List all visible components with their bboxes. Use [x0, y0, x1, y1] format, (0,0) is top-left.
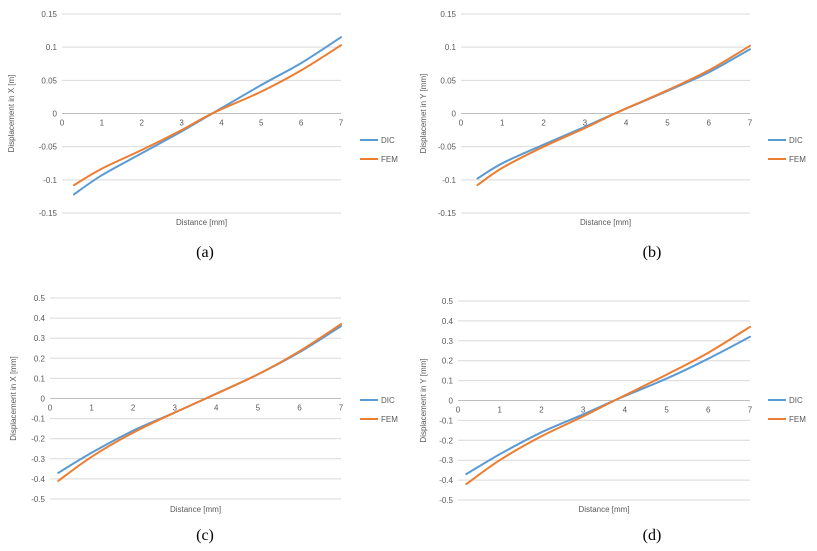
- chart-c-ytick-label: -0.2: [31, 435, 45, 444]
- chart-c-ytick-label: 0: [41, 395, 46, 404]
- chart-c-ytick-label: -0.1: [31, 415, 45, 424]
- chart-a-ytick-label: 0.1: [46, 43, 58, 52]
- chart-b-xtick-label: 1: [500, 119, 505, 128]
- chart-a-xtick-label: 2: [139, 119, 144, 128]
- chart-b-ytick-label: -0.15: [438, 209, 457, 218]
- chart-d-ytick-label: 0: [449, 397, 454, 406]
- chart-c-xtick-label: 3: [172, 404, 177, 413]
- chart-b-legend-label-dic: DIC: [789, 136, 803, 145]
- chart-a-y-axis-title: Displacement in X [m]: [7, 75, 16, 153]
- chart-b-xtick-label: 0: [459, 119, 464, 128]
- chart-a-ytick-label: 0.05: [41, 76, 57, 85]
- chart-b-ytick-label: -0.1: [442, 176, 456, 185]
- chart-c-series-fem-line: [57, 323, 342, 482]
- chart-b-series-fem-line: [476, 44, 751, 187]
- chart-d-x-axis-title: Distance [mm]: [578, 505, 629, 514]
- chart-d-ytick-label: -0.5: [439, 496, 453, 505]
- chart-b-ytick-label: 0.1: [445, 43, 457, 52]
- chart-d-ytick-label: 0.3: [442, 337, 454, 346]
- chart-c-legend-label-dic: DIC: [381, 396, 395, 405]
- chart-b-xtick-label: 3: [583, 119, 588, 128]
- chart-b-ytick-label: 0.15: [440, 10, 456, 19]
- chart-a: -0.15 -0.1 -0.05 0 0.05 0.1 0.15 0 1 2 3 4 5 6 7 DIC FEM…: [7, 10, 398, 261]
- chart-c-x-axis-title: Distance [mm]: [170, 505, 221, 514]
- chart-a-x-axis-title: Distance [mm]: [176, 218, 227, 227]
- chart-b-xtick-label: 7: [748, 119, 753, 128]
- chart-b-ytick-label: -0.05: [438, 143, 457, 152]
- chart-b-legend-label-fem: FEM: [789, 155, 806, 164]
- chart-a-series-fem-line: [73, 44, 342, 187]
- chart-c-ytick-label: -0.5: [31, 495, 45, 504]
- chart-c-ytick-label: 0.4: [34, 314, 46, 323]
- chart-c-xtick-label: 2: [131, 404, 136, 413]
- chart-d-ytick-label: 0.4: [442, 317, 454, 326]
- chart-d-xtick-label: 2: [539, 406, 544, 415]
- chart-b-y-axis-title: Displacemet in Y [mm]: [419, 74, 428, 154]
- chart-d-legend-label-dic: DIC: [789, 396, 803, 405]
- chart-c-xtick-label: 6: [297, 404, 302, 413]
- chart-c-ytick-label: 0.2: [34, 354, 46, 363]
- chart-c-xtick-label: 4: [214, 404, 219, 413]
- chart-a-legend-label-dic: DIC: [381, 136, 395, 145]
- chart-b-xtick-label: 5: [665, 119, 670, 128]
- chart-a-ytick-label: 0.15: [41, 10, 57, 19]
- chart-a-ytick-label: -0.05: [39, 143, 58, 152]
- chart-a-xtick-label: 1: [100, 119, 105, 128]
- chart-c-xtick-label: 0: [48, 404, 53, 413]
- chart-d-series-fem-line: [465, 325, 751, 486]
- chart-d-ytick-label: -0.3: [439, 456, 453, 465]
- chart-b-x-axis-title: Distance [mm]: [580, 218, 631, 227]
- chart-a-xtick-label: 6: [299, 119, 304, 128]
- chart-b-xtick-label: 4: [624, 119, 629, 128]
- chart-b-ytick-label: 0.05: [440, 76, 456, 85]
- chart-a-xtick-label: 7: [339, 119, 344, 128]
- chart-c-ytick-label: 0.3: [34, 334, 46, 343]
- chart-c-ytick-label: -0.3: [31, 455, 45, 464]
- chart-d-ytick-label: 0.2: [442, 357, 454, 366]
- chart-a-ytick-label: -0.15: [39, 209, 58, 218]
- chart-d-ytick-label: -0.4: [439, 476, 453, 485]
- chart-a-ytick-label: 0: [53, 110, 58, 119]
- chart-d-ytick-label: -0.2: [439, 436, 453, 445]
- chart-a-xtick-label: 4: [219, 119, 224, 128]
- chart-c-caption: (c): [196, 527, 214, 544]
- chart-a-xtick-label: 3: [179, 119, 184, 128]
- chart-c-y-axis-title: Displacement in X [mm]: [9, 356, 18, 440]
- chart-d-xtick-label: 6: [706, 406, 711, 415]
- chart-c-ytick-label: 0.5: [34, 294, 46, 303]
- chart-d: -0.5-0.4-0.3-0.2-0.100.10.20.30.40.50 1 2 3…: [419, 297, 806, 544]
- chart-c-xtick-label: 5: [256, 404, 261, 413]
- chart-c-ytick-label: -0.4: [31, 475, 45, 484]
- chart-b: -0.15 -0.1 -0.05 0 0.05 0.1 0.15 0 1 2 3 4 5 6 7 DIC FEM…: [419, 10, 806, 261]
- chart-d-xtick-label: 5: [664, 406, 669, 415]
- chart-b-ytick-label: 0: [452, 110, 457, 119]
- chart-a-xtick-label: 5: [259, 119, 264, 128]
- chart-c-ytick-label: 0.1: [34, 374, 46, 383]
- chart-d-caption: (d): [643, 527, 662, 544]
- chart-c-xtick-label: 1: [89, 404, 94, 413]
- chart-a-legend-label-fem: FEM: [381, 155, 398, 164]
- chart-c: -0.5-0.4-0.3-0.2-0.100.10.20.30.40.50 1 2 3…: [9, 294, 398, 544]
- chart-d-ytick-label: 0.5: [442, 297, 454, 306]
- chart-d-xtick-label: 7: [748, 406, 753, 415]
- chart-d-xtick-label: 0: [456, 406, 461, 415]
- chart-a-xtick-label: 0: [60, 119, 65, 128]
- chart-d-legend-label-fem: FEM: [789, 415, 806, 424]
- chart-c-xtick-label: 7: [339, 404, 344, 413]
- chart-d-xtick-label: 4: [623, 406, 628, 415]
- chart-b-xtick-label: 6: [706, 119, 711, 128]
- chart-b-caption: (b): [643, 244, 662, 261]
- chart-c-legend-label-fem: FEM: [381, 415, 398, 424]
- chart-a-ytick-label: -0.1: [43, 176, 57, 185]
- chart-d-y-axis-title: Displacement in Y [mm]: [419, 358, 428, 442]
- chart-d-xtick-label: 3: [581, 406, 586, 415]
- chart-a-caption: (a): [196, 244, 214, 261]
- chart-d-xtick-label: 1: [497, 406, 502, 415]
- chart-b-xtick-label: 2: [541, 119, 546, 128]
- chart-d-ytick-label: 0.1: [442, 377, 454, 386]
- chart-d-ytick-label: -0.1: [439, 416, 453, 425]
